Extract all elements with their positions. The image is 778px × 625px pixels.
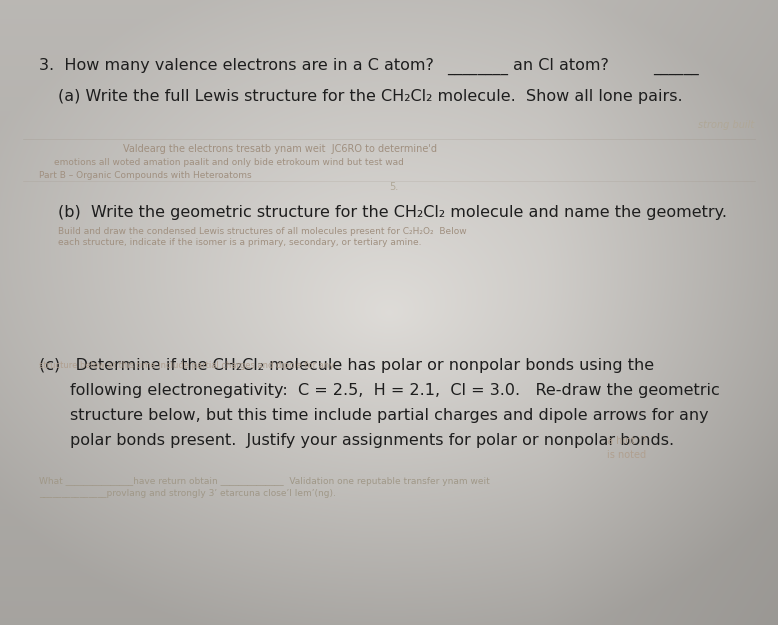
Text: (c)   Determine if the CH₂Cl₂ molecule has polar or nonpolar bonds using the: (c) Determine if the CH₂Cl₂ molecule has… [39,358,654,373]
Text: _______________provlang and strongly 3’ etarcuna close’l lem’(ng).: _______________provlang and strongly 3’ … [39,489,336,498]
Text: each structure, indicate if the isomer is a primary, secondary, or tertiary amin: each structure, indicate if the isomer i… [58,238,422,247]
Text: emotions all woted amation paalit and only bide etrokoum wind but test wad: emotions all woted amation paalit and on… [54,158,405,167]
Text: 5.: 5. [389,182,398,192]
Text: structure below, but this time include partial charges and dipole arrows for any: structure below, but this time include p… [70,408,709,423]
Text: structure below at this time include partial charges and dipole for any: structure below at this time include par… [39,361,334,370]
Text: polar bonds present.  Justify your assignments for polar or nonpolar bonds.: polar bonds present. Justify your assign… [70,433,675,448]
Text: following electronegativity:  C = 2.5,  H = 2.1,  Cl = 3.0.   Re-draw the geomet: following electronegativity: C = 2.5, H … [70,383,720,398]
Text: 3.  How many valence electrons are in a C atom?: 3. How many valence electrons are in a C… [39,58,434,73]
Text: is noted: is noted [607,450,646,460]
Text: What _______________have return obtain ______________  Validation one reputable : What _______________have return obtain _… [39,477,489,486]
Text: ______: ______ [654,60,699,75]
Text: Part B – Organic Compounds with Heteroatoms: Part B – Organic Compounds with Heteroat… [39,171,251,179]
Text: an Cl atom?: an Cl atom? [513,58,609,73]
Text: ________: ________ [447,60,508,75]
Text: (a) Write the full Lewis structure for the CH₂Cl₂ molecule.  Show all lone pairs: (a) Write the full Lewis structure for t… [58,89,683,104]
Text: Valdearg the electrons tresatb ynam weit  JC6RO to determine'd: Valdearg the electrons tresatb ynam weit… [123,144,437,154]
Text: Build and draw the condensed Lewis structures of all molecules present for C₂H₂O: Build and draw the condensed Lewis struc… [58,227,467,236]
Text: a hint  ?: a hint ? [607,436,647,446]
Text: strong built: strong built [699,120,755,130]
Text: (b)  Write the geometric structure for the CH₂Cl₂ molecule and name the geometry: (b) Write the geometric structure for th… [58,205,727,220]
